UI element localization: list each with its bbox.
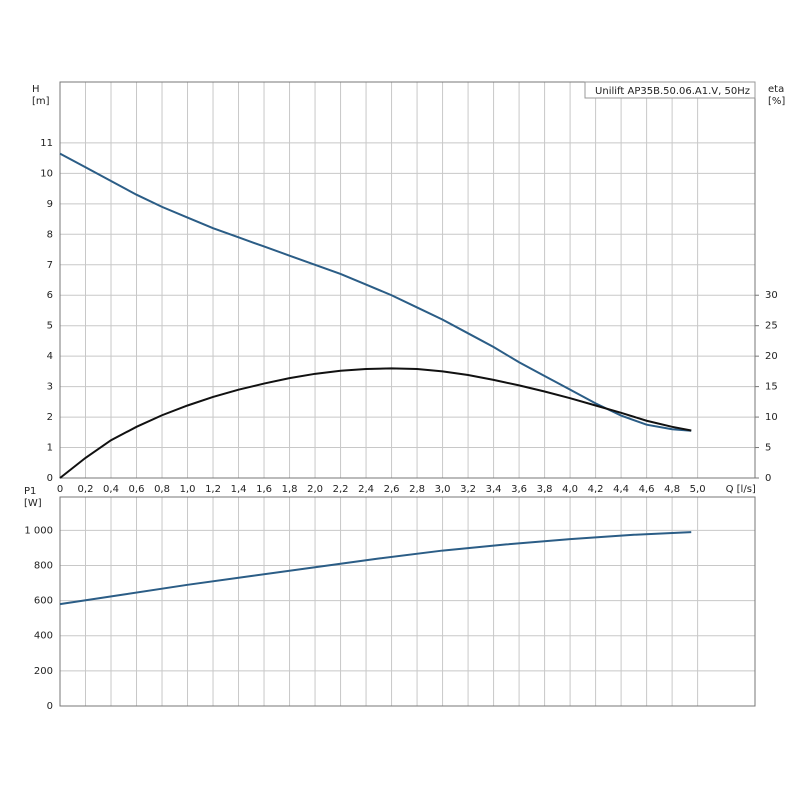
x-tick-label: 3,4 [486,484,502,495]
y-tick-label: 1 [47,443,53,454]
x-tick-label: 2,8 [409,484,425,495]
x-tick-label: 4,6 [639,484,655,495]
y-axis-label: H [32,84,40,95]
x-tick-label: 4,4 [613,484,629,495]
x-tick-label: 0,6 [129,484,145,495]
x-tick-label: 1,4 [231,484,247,495]
annotation-box [584,81,756,99]
y2-tick-label: 5 [765,443,771,454]
y-axis-label: [W] [24,498,42,509]
x-tick-label: 2,6 [384,484,400,495]
plot-frame [59,81,756,479]
x-tick-label: 4,2 [588,484,604,495]
y2-tick-label: 30 [765,290,778,301]
x-tick-label: 0,2 [78,484,94,495]
x-tick-label: 0 [57,484,63,495]
y-tick-label: 8 [47,229,53,240]
y-tick-label: 1 000 [24,525,53,536]
y2-tick-label: 25 [765,321,778,332]
x-tick-label: 2,4 [358,484,374,495]
y-tick-label: 2 [47,412,53,423]
y-tick-label: 400 [34,631,53,642]
x-tick-label: 4,0 [562,484,578,495]
x-tick-label: 1,0 [180,484,196,495]
y-tick-label: 600 [34,596,53,607]
x-tick-label: 3,2 [460,484,476,495]
x-tick-label: 0,4 [103,484,119,495]
x-tick-label: 2,2 [333,484,349,495]
x-tick-label: 5,0 [690,484,706,495]
curve [59,531,692,606]
y2-tick-label: 20 [765,351,778,362]
plot-frame [59,496,756,707]
x-axis-label: Q [l/s] [726,484,756,495]
x-tick-label: 4,8 [664,484,680,495]
x-tick-label: 3,6 [511,484,527,495]
x-tick-label: 1,2 [205,484,221,495]
y-tick-label: 10 [40,168,53,179]
y-tick-label: 4 [47,351,53,362]
y-tick-label: 5 [47,321,53,332]
y-axis-label: P1 [24,486,36,497]
y-tick-label: 9 [47,199,53,210]
y-tick-label: 0 [47,473,53,484]
x-tick-label: 2,0 [307,484,323,495]
y2-axis-label: [%] [768,96,785,107]
y-tick-label: 6 [47,290,53,301]
y2-tick-label: 10 [765,412,778,423]
x-tick-label: 0,8 [154,484,170,495]
x-tick-label: 1,6 [256,484,272,495]
y-tick-label: 7 [47,260,53,271]
y2-axis-label: eta [768,84,784,95]
curve [59,152,692,432]
y-tick-label: 200 [34,666,53,677]
curve [59,367,692,479]
y2-tick-label: 15 [765,382,778,393]
x-tick-label: 3,8 [537,484,553,495]
x-tick-label: 1,8 [282,484,298,495]
y-tick-label: 0 [47,701,53,712]
x-tick-label: 3,0 [435,484,451,495]
y-axis-label: [m] [32,96,50,107]
annotation: Unilift AP35B.50.06.A1.V, 50Hz [595,86,750,97]
y2-tick-label: 0 [765,473,771,484]
y-tick-label: 800 [34,560,53,571]
y-tick-label: 11 [40,138,53,149]
y-tick-label: 3 [47,382,53,393]
